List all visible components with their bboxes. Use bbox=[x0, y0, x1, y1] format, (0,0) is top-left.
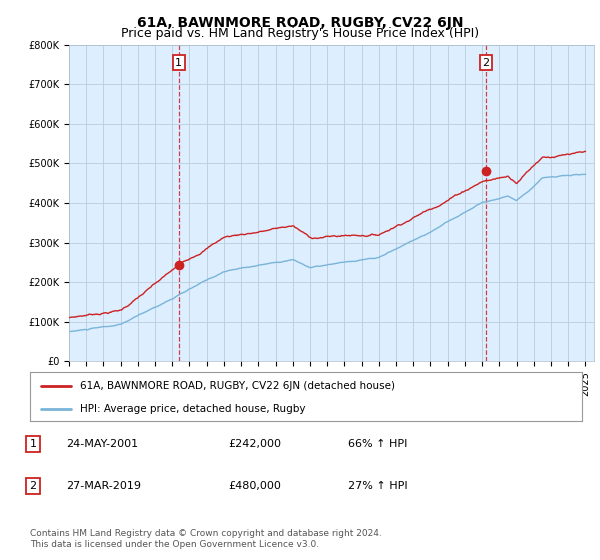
Text: 1: 1 bbox=[175, 58, 182, 68]
Text: 27% ↑ HPI: 27% ↑ HPI bbox=[348, 481, 407, 491]
Text: £242,000: £242,000 bbox=[228, 439, 281, 449]
Text: 2: 2 bbox=[29, 481, 37, 491]
Text: Contains HM Land Registry data © Crown copyright and database right 2024.
This d: Contains HM Land Registry data © Crown c… bbox=[30, 529, 382, 549]
Text: 1: 1 bbox=[29, 439, 37, 449]
Text: HPI: Average price, detached house, Rugby: HPI: Average price, detached house, Rugb… bbox=[80, 404, 305, 414]
Text: 61A, BAWNMORE ROAD, RUGBY, CV22 6JN: 61A, BAWNMORE ROAD, RUGBY, CV22 6JN bbox=[137, 16, 463, 30]
Text: £480,000: £480,000 bbox=[228, 481, 281, 491]
Text: 2: 2 bbox=[482, 58, 490, 68]
Text: Price paid vs. HM Land Registry's House Price Index (HPI): Price paid vs. HM Land Registry's House … bbox=[121, 27, 479, 40]
Text: 61A, BAWNMORE ROAD, RUGBY, CV22 6JN (detached house): 61A, BAWNMORE ROAD, RUGBY, CV22 6JN (det… bbox=[80, 381, 395, 391]
Text: 24-MAY-2001: 24-MAY-2001 bbox=[66, 439, 138, 449]
Text: 66% ↑ HPI: 66% ↑ HPI bbox=[348, 439, 407, 449]
Text: 27-MAR-2019: 27-MAR-2019 bbox=[66, 481, 141, 491]
